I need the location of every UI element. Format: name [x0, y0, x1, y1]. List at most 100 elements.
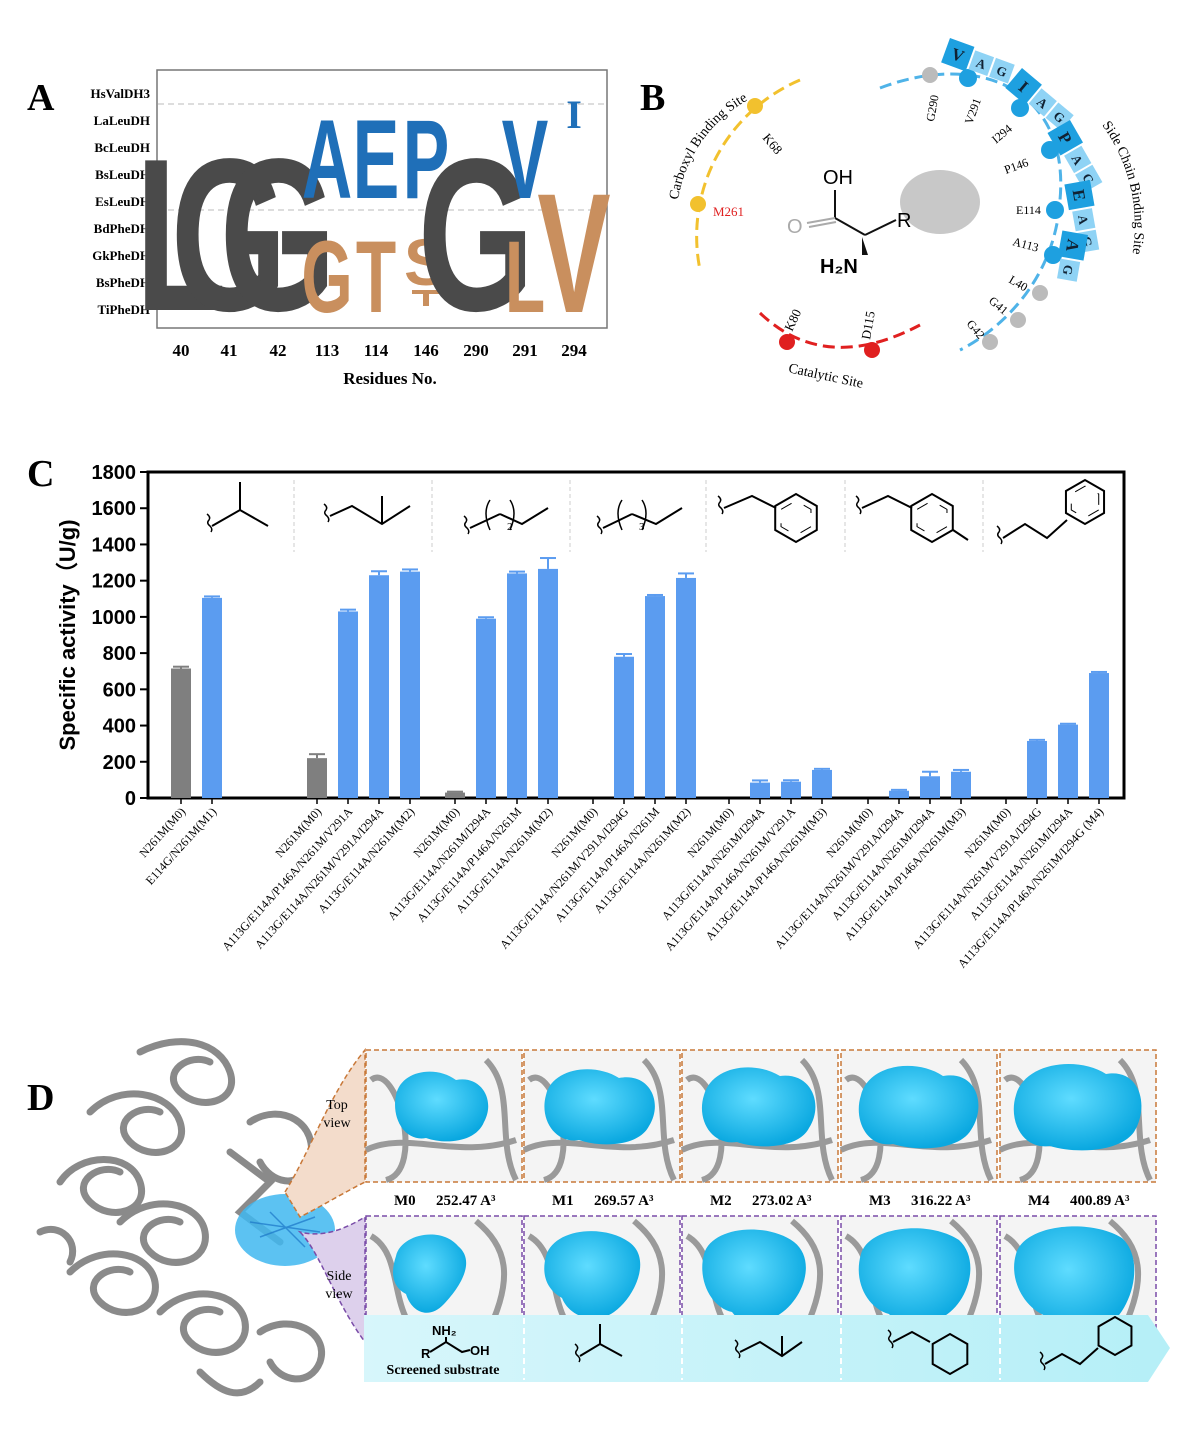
- activity-chart: Specific activity（U/g) 0 200 400 600 800 1000…: [55, 462, 1126, 971]
- bar: [1058, 724, 1078, 798]
- sequence-name-list: HsValDH3 LaLeuDH BcLeuDH BsLeuDH EsLeuDH BdPh…: [91, 86, 151, 317]
- cavity-surface: [1013, 1064, 1142, 1151]
- y-tick-label: 1600: [92, 498, 137, 520]
- y-tick-label: 1800: [92, 462, 137, 484]
- logo-letter: G: [220, 113, 337, 356]
- subscript: 2: [507, 521, 513, 533]
- r-label: R: [421, 1346, 431, 1361]
- mutant-name: M2: [710, 1193, 732, 1209]
- logo-letter: S: [404, 225, 448, 299]
- y-tick-label: 600: [103, 679, 136, 701]
- bar: [202, 597, 222, 798]
- cavity-volume: 400.89 A³: [1070, 1193, 1130, 1209]
- o-label: O: [787, 216, 803, 238]
- cavity-volume: 273.02 A³: [752, 1193, 812, 1209]
- x-tick-label: A113G/E114A/N261M/V291A/I294G: [910, 804, 1044, 951]
- k68-label: K68: [760, 130, 786, 157]
- cavity-surface: [702, 1229, 806, 1324]
- protein-cavity: [235, 1194, 335, 1266]
- bar: [507, 573, 527, 798]
- cavity-surface: [701, 1067, 816, 1147]
- h2n-label: H₂N: [820, 256, 858, 278]
- x-tick-label: A113G/E114A/P146A/N261M/V291A: [219, 804, 355, 953]
- logo-letter: V: [502, 96, 549, 222]
- cavity-volume: 269.57 A³: [594, 1193, 654, 1209]
- i294-label: I294: [989, 121, 1015, 146]
- residue-numbers: 40 41 42 113 114 146 290 291 294: [173, 341, 588, 360]
- cavity-volume: 316.22 A³: [911, 1193, 971, 1209]
- bar: [920, 776, 940, 798]
- cavity-surface: [858, 1065, 979, 1149]
- logo-letter: T: [356, 220, 396, 334]
- bar: [1027, 740, 1047, 798]
- mutation-letter: G: [994, 62, 1009, 80]
- x-tick-label: A113G/E114A/N261M/V291A/I294A: [252, 804, 386, 951]
- residue-number: 41: [221, 341, 238, 360]
- y-tick-label: 1000: [92, 607, 137, 629]
- k80-label: K80: [781, 307, 804, 334]
- mutation-letter: A: [1075, 214, 1092, 226]
- x-tick-label: A113G/E114A/N261M/V291A/I294A: [772, 804, 906, 951]
- cavity-surface: [544, 1231, 641, 1319]
- binding-site-diagram: K68 M261 Carboxyl Binding Site K80 D115 …: [667, 38, 1146, 392]
- panel-b-label: B: [640, 77, 666, 119]
- top-view-label: view: [323, 1116, 351, 1131]
- sequence-name: BsLeuDH: [95, 167, 150, 182]
- mutant-name: M4: [1028, 1193, 1050, 1209]
- bar: [400, 571, 420, 798]
- residue-number: 42: [270, 341, 287, 360]
- mutant-name: M0: [394, 1193, 416, 1209]
- chart-axes: 0 200 400 600 800 1000 1200 1400 1600 1800: [92, 462, 1126, 810]
- cavity-surface: [544, 1069, 655, 1145]
- r-label: R: [897, 210, 911, 232]
- mutation-letter: E: [1069, 188, 1090, 202]
- y-tick-label: 400: [103, 716, 136, 738]
- sequence-name: HsValDH3: [91, 86, 151, 101]
- mutant-name: M3: [869, 1193, 891, 1209]
- mutation-letter: G: [1060, 264, 1077, 277]
- nh2-label: NH₂: [432, 1323, 457, 1338]
- mutation-letter: A: [1062, 238, 1083, 254]
- chart-x-labels: N261M(M0)E114G/N261M(M1) N261M(M0)A113G/E…: [136, 804, 1106, 970]
- logo-letter: L: [505, 220, 545, 334]
- side-view-label: Side: [327, 1269, 352, 1284]
- screened-substrate-label: Screened substrate: [387, 1363, 500, 1378]
- residue-number: 40: [173, 341, 190, 360]
- sequence-name: BcLeuDH: [94, 140, 150, 155]
- bar: [338, 611, 358, 798]
- bar: [369, 575, 389, 798]
- sequence-name: BsPheDH: [96, 275, 150, 290]
- sequence-name: BdPheDH: [94, 221, 150, 236]
- y-tick-label: 800: [103, 643, 136, 665]
- mutant-name: M1: [552, 1193, 574, 1209]
- cavity-surface: [858, 1228, 971, 1326]
- cavity-volume: 252.47 A³: [436, 1193, 496, 1209]
- g41-label: G41: [986, 294, 1011, 318]
- e114-label: E114: [1016, 203, 1041, 217]
- side-chain-site-label: Side Chain Binding Site: [1099, 119, 1146, 256]
- y-tick-label: 0: [125, 788, 136, 810]
- panel-a-label: A: [27, 77, 55, 119]
- bar: [750, 782, 770, 798]
- logo-letter: E: [353, 96, 400, 222]
- oh-label: OH: [470, 1343, 490, 1358]
- cavity-panel: Top view Side view M0 252.47 A³ M1 269.57 A³ M…: [36, 1038, 1170, 1397]
- bar: [171, 668, 191, 798]
- residue-number: 113: [315, 341, 340, 360]
- d115-label: D115: [858, 310, 878, 341]
- x-tick-label: A113G/E114A/N261M/V291A/I294G: [497, 804, 631, 951]
- cavity-surface: [395, 1071, 489, 1142]
- bar: [1089, 673, 1109, 798]
- y-tick-label: 1200: [92, 571, 137, 593]
- bar: [812, 769, 832, 798]
- y-tick-label: 1400: [92, 534, 137, 556]
- chart-bars: [171, 557, 1109, 798]
- bar: [951, 771, 971, 798]
- panel-d-label: D: [27, 1077, 55, 1119]
- residue-number: 291: [512, 341, 538, 360]
- p146-label: P146: [1002, 155, 1030, 177]
